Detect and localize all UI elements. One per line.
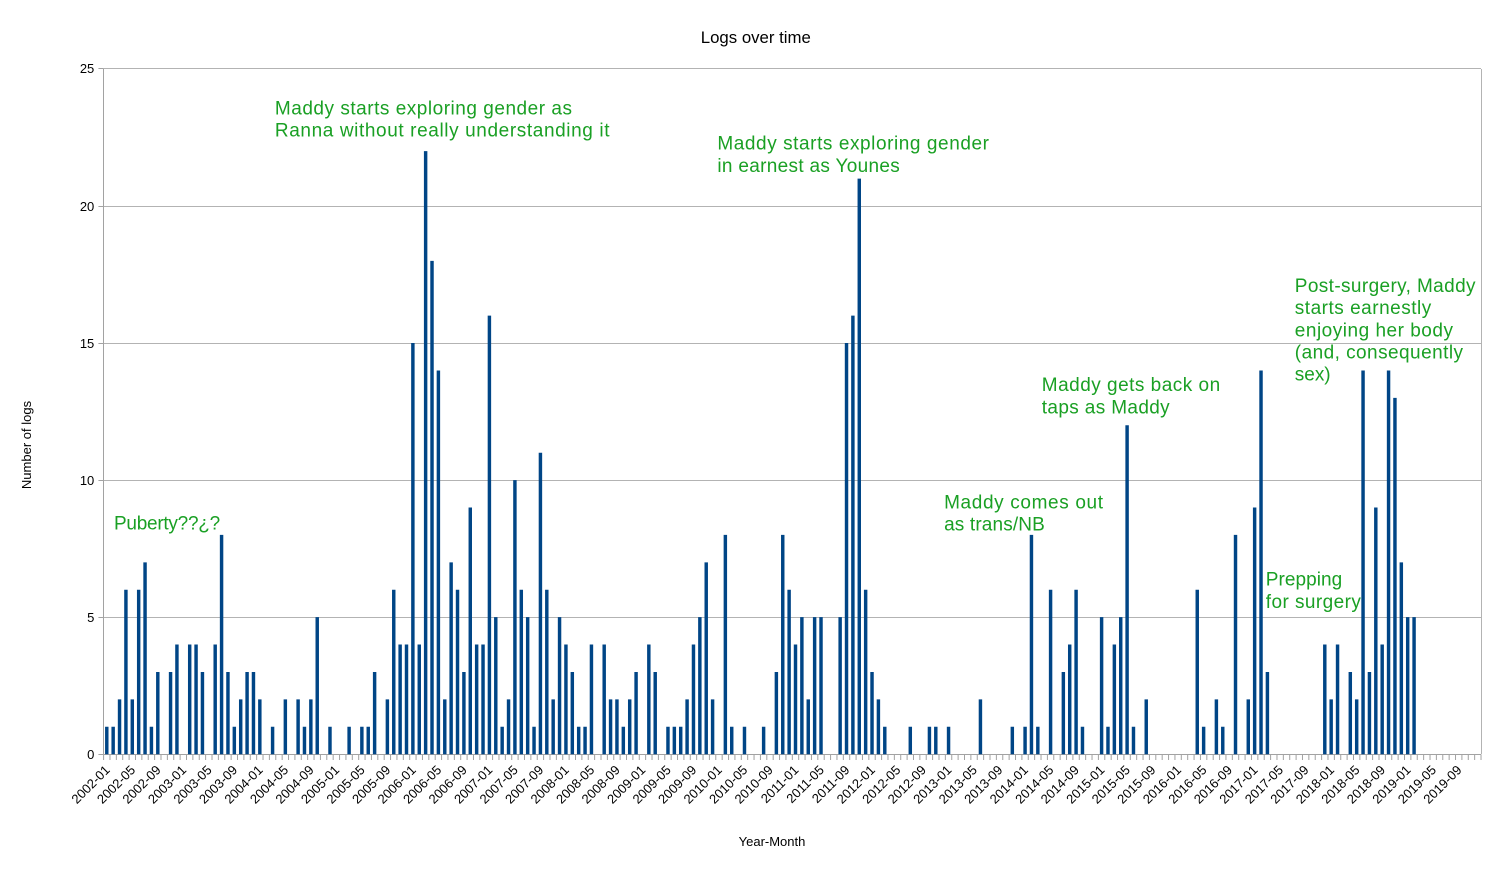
svg-text:Maddy comes out: Maddy comes out [944,492,1104,513]
svg-text:0: 0 [87,747,94,762]
svg-text:for surgery: for surgery [1266,592,1362,613]
svg-text:as trans/NB: as trans/NB [944,515,1045,536]
svg-text:enjoying her body: enjoying her body [1295,320,1454,341]
svg-text:5: 5 [87,610,94,625]
svg-text:Maddy starts exploring gender: Maddy starts exploring gender as [275,99,573,120]
svg-text:Year-Month: Year-Month [739,834,806,849]
svg-text:15: 15 [80,336,94,351]
svg-text:Logs over time: Logs over time [701,28,811,47]
svg-text:sex): sex) [1295,365,1331,386]
svg-text:Number of logs: Number of logs [19,400,34,489]
svg-text:Prepping: Prepping [1266,570,1342,591]
svg-text:in earnest as Younes: in earnest as Younes [717,156,900,177]
svg-text:25: 25 [80,61,94,76]
svg-text:starts earnestly: starts earnestly [1295,298,1432,319]
svg-text:taps as Maddy: taps as Maddy [1042,397,1170,418]
svg-text:10: 10 [80,473,94,488]
svg-text:Maddy starts exploring gender: Maddy starts exploring gender [717,134,989,155]
svg-text:(and, consequently: (and, consequently [1295,343,1464,364]
svg-text:20: 20 [80,199,94,214]
svg-text:Puberty??¿?: Puberty??¿? [114,514,220,535]
svg-text:Ranna without really understan: Ranna without really understanding it [275,121,610,142]
svg-text:Post-surgery, Maddy: Post-surgery, Maddy [1295,276,1476,297]
svg-text:Maddy gets back on: Maddy gets back on [1042,375,1221,396]
